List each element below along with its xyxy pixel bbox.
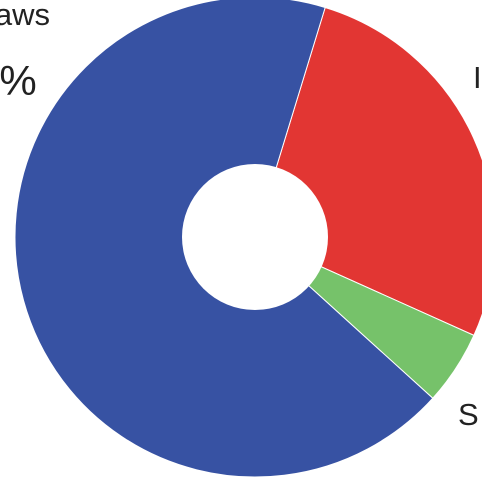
slice-value-laws: 3% xyxy=(0,57,37,104)
slice-label-laws: laws xyxy=(0,0,50,32)
slice-label-s: S xyxy=(458,397,479,432)
donut-hole xyxy=(182,164,328,310)
slice-label-i: I xyxy=(473,60,482,95)
